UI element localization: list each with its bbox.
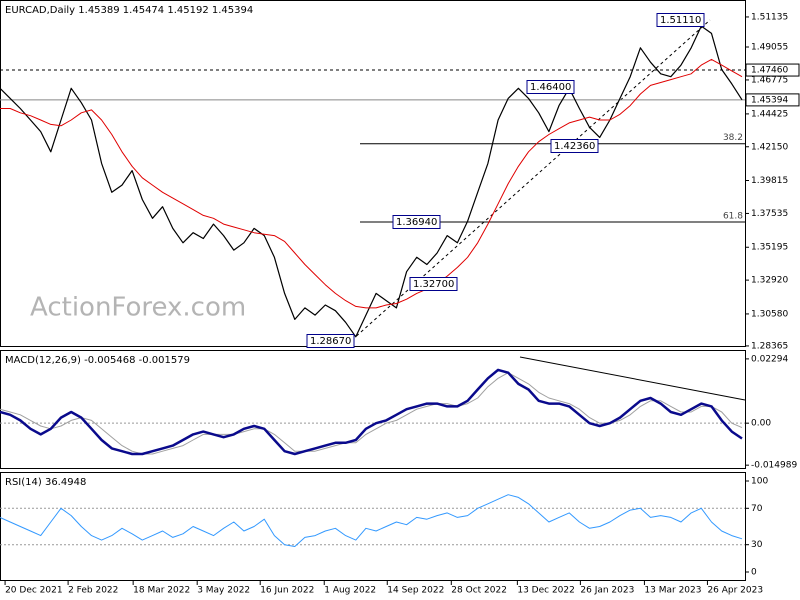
y-tick-label: 1.28365: [751, 341, 788, 351]
fib-label: 61.8: [723, 212, 743, 222]
y-tick-label: 1.37535: [751, 209, 788, 219]
annotation-box: [656, 13, 705, 27]
y-tick-label: 1.39815: [751, 176, 788, 186]
x-tick-label: 2 Feb 2022: [68, 586, 118, 596]
y-tick-label: 1.35195: [751, 243, 788, 253]
annotation-box: [392, 215, 441, 229]
annotation-box: [306, 334, 355, 348]
annotation-box: [550, 139, 599, 153]
fib-label: 38.2: [723, 133, 743, 143]
y-tick-label: 0.00: [751, 419, 771, 429]
level-label: 1.45394: [751, 95, 788, 105]
x-tick-label: 13 Mar 2023: [644, 586, 701, 596]
x-tick-label: 3 May 2022: [197, 586, 250, 596]
annotation: 1.42360: [554, 141, 595, 152]
y-tick-label: 70: [751, 504, 763, 514]
y-tick-label: 0: [751, 567, 757, 577]
watermark: ActionForex.com: [30, 293, 246, 323]
series-line: [0, 372, 743, 455]
level-box: [745, 63, 800, 77]
annotation: 1.36940: [396, 217, 437, 228]
y-tick-label: 0.02294: [751, 354, 788, 364]
x-tick-label: 26 Jan 2023: [580, 586, 634, 596]
level-box: [745, 93, 800, 107]
level-label: 1.47460: [751, 66, 788, 76]
x-tick-label: 13 Dec 2022: [517, 586, 575, 596]
y-tick-label: 1.44425: [751, 109, 788, 119]
series-line: [0, 494, 743, 547]
y-tick-label: 1.30580: [751, 309, 788, 319]
panel-title: EURCAD,Daily 1.45389 1.45474 1.45192 1.4…: [5, 5, 253, 16]
x-tick-label: 26 Apr 2023: [707, 586, 763, 596]
x-tick-label: 20 Dec 2021: [5, 586, 63, 596]
panel-frame: [0, 472, 746, 581]
y-tick-label: 1.42150: [751, 142, 788, 152]
x-tick-label: 1 Aug 2022: [324, 586, 376, 596]
annotation: 1.51110: [660, 15, 701, 26]
panel-title: RSI(14) 36.4948: [5, 477, 86, 488]
y-tick-label: 1.32920: [751, 276, 788, 286]
x-tick-label: 16 Jun 2022: [260, 586, 314, 596]
y-tick-label: 1.49055: [751, 43, 788, 53]
x-tick-label: 28 Oct 2022: [451, 586, 507, 596]
x-tick-label: 18 Mar 2022: [133, 586, 190, 596]
annotation-box: [409, 277, 458, 291]
panel-frame: [0, 0, 746, 347]
annotation: 1.32700: [413, 279, 454, 290]
y-tick-label: 1.46775: [751, 75, 788, 85]
macd-trend-line: [519, 356, 746, 401]
y-tick-label: 100: [751, 477, 768, 487]
series-line: [0, 25, 743, 338]
x-tick-label: 14 Sep 2022: [387, 586, 444, 596]
annotation: 1.46400: [530, 82, 571, 93]
y-tick-label: 1.51135: [751, 12, 788, 22]
panel-title: MACD(12,26,9) -0.005468 -0.001579: [5, 355, 190, 366]
annotation: 1.28670: [310, 336, 351, 347]
y-tick-label: -0.014989: [751, 461, 797, 471]
series-line: [0, 368, 743, 456]
annotation-box: [526, 80, 575, 94]
series-line: [0, 58, 743, 309]
y-tick-label: 30: [751, 540, 763, 550]
